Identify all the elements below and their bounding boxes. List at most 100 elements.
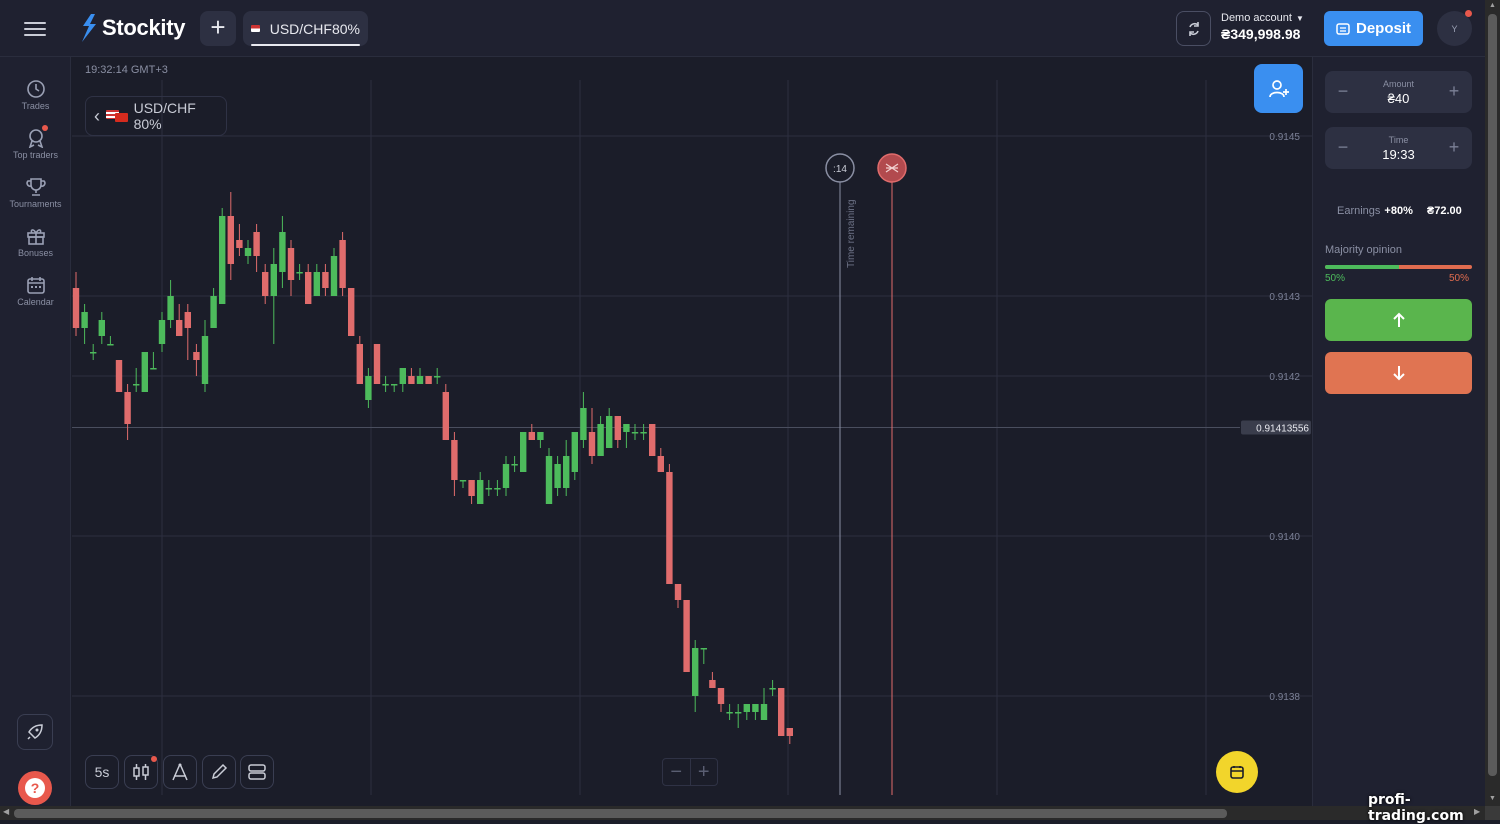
candle-body xyxy=(72,288,80,328)
candle-body xyxy=(468,480,475,496)
sidebar-item-label: Bonuses xyxy=(17,248,54,258)
scrollbar-corner xyxy=(1485,806,1500,820)
candle-body xyxy=(597,424,604,456)
chart-type-button[interactable] xyxy=(124,755,158,789)
watermark-text: profi-trading.com xyxy=(1368,792,1464,824)
avatar[interactable]: Y xyxy=(1437,11,1472,46)
logo[interactable]: Stockity xyxy=(80,14,185,42)
candle-body xyxy=(141,352,148,392)
horizontal-scroll-thumb[interactable] xyxy=(14,809,1227,818)
time-field[interactable]: − Time 19:33 + xyxy=(1325,127,1472,169)
account-switch-button[interactable] xyxy=(1176,11,1211,46)
logo-bolt-icon xyxy=(82,14,96,42)
candle-body xyxy=(434,376,441,378)
majority-label: Majority opinion xyxy=(1325,244,1403,256)
sidebar-item-top-traders[interactable]: Top traders xyxy=(0,128,71,160)
candle-body xyxy=(348,288,355,336)
sidebar-item-label: Top traders xyxy=(12,150,59,160)
price-chart[interactable]: 0.9145 0.9143 0.9142 0.9140 0.9138 0.91413556… xyxy=(72,57,1312,807)
candle-body xyxy=(477,480,484,504)
account-label: Demo account xyxy=(1221,12,1292,24)
zoom-out-button[interactable]: − xyxy=(670,760,683,783)
sidebar-item-calendar[interactable]: Calendar xyxy=(0,275,71,307)
vertical-scrollbar[interactable]: ▲ ▼ xyxy=(1485,0,1500,808)
amount-field[interactable]: − Amount ₴40 + xyxy=(1325,71,1472,113)
candle-body xyxy=(244,248,252,256)
candle-body xyxy=(90,352,97,354)
candle-body xyxy=(649,424,656,456)
trade-panel xyxy=(1312,57,1485,807)
chart-timestamp: 19:32:14 GMT+3 xyxy=(85,64,168,76)
candle-body xyxy=(305,272,312,304)
zoom-control: − + xyxy=(662,758,718,786)
deposit-button[interactable]: Deposit xyxy=(1324,11,1423,46)
amount-label: Amount xyxy=(1382,79,1415,89)
indicators-button[interactable] xyxy=(163,755,197,789)
horizontal-scrollbar[interactable]: ◀ ▶ xyxy=(0,806,1485,820)
candle-body xyxy=(511,464,518,466)
candle-body xyxy=(502,464,510,488)
timeframe-button[interactable]: 5s xyxy=(85,755,119,789)
rocket-button[interactable] xyxy=(17,714,53,750)
time-minus-button[interactable]: − xyxy=(1337,137,1349,157)
candle-body xyxy=(227,216,234,264)
candle-body xyxy=(236,240,243,248)
scroll-right-icon[interactable]: ▶ xyxy=(1474,807,1481,816)
zoom-in-button[interactable]: + xyxy=(689,759,718,785)
finish-flag-icon xyxy=(885,163,899,173)
candle-body xyxy=(451,440,458,480)
amount-value[interactable]: ₴40 xyxy=(1387,91,1410,106)
sidebar-item-bonuses[interactable]: Bonuses xyxy=(0,226,71,258)
candle-body xyxy=(150,368,157,370)
candle-body xyxy=(700,648,707,650)
candle-body xyxy=(425,376,432,384)
sidebar-item-tournaments[interactable]: Tournaments xyxy=(0,177,71,209)
candle-body xyxy=(717,688,725,704)
asset-chip-label: USD/CHF 80% xyxy=(133,100,196,132)
candle-body xyxy=(769,688,776,690)
candle-body xyxy=(391,384,398,386)
sidebar-item-trades[interactable]: Trades xyxy=(0,79,71,111)
calendar-icon xyxy=(1230,766,1244,779)
scroll-up-icon[interactable]: ▲ xyxy=(1489,2,1496,9)
add-asset-button[interactable]: + xyxy=(200,11,236,46)
scroll-down-icon[interactable]: ▼ xyxy=(1489,795,1496,802)
amount-minus-button[interactable]: − xyxy=(1337,81,1349,101)
menu-icon[interactable] xyxy=(24,18,46,38)
candle-body xyxy=(167,296,174,320)
drawing-button[interactable] xyxy=(202,755,236,789)
scroll-left-icon[interactable]: ◀ xyxy=(3,807,10,816)
sell-down-button[interactable] xyxy=(1325,352,1472,394)
candle-body xyxy=(313,272,320,296)
candle-body xyxy=(614,416,621,440)
asset-tab-payout: 80% xyxy=(331,20,360,37)
amount-plus-button[interactable]: + xyxy=(1448,81,1460,101)
earnings-label: Earnings xyxy=(1337,205,1381,217)
calendar-fab-button[interactable] xyxy=(1216,751,1258,793)
layout-button[interactable] xyxy=(240,755,274,789)
help-button[interactable]: ? xyxy=(18,771,52,805)
asset-chip[interactable]: ‹ USD/CHF 80% xyxy=(85,96,227,136)
vertical-scroll-thumb[interactable] xyxy=(1488,14,1497,776)
timer-circle xyxy=(825,153,855,183)
time-plus-button[interactable]: + xyxy=(1448,137,1460,157)
candle-body xyxy=(193,352,200,360)
invite-friend-button[interactable] xyxy=(1254,64,1303,113)
candle-body xyxy=(709,680,716,688)
asset-tab[interactable]: USD/CHF 80% xyxy=(243,11,368,46)
buy-up-button[interactable] xyxy=(1325,299,1472,341)
earnings-percent: +80% xyxy=(1384,205,1413,217)
asset-tab-symbol: USD/CHF xyxy=(269,20,332,37)
candle-body xyxy=(459,480,467,482)
notification-dot xyxy=(1465,10,1472,17)
candle-body xyxy=(571,432,578,472)
account-selector[interactable]: Demo account ▼ ₴349,998.98 xyxy=(1221,12,1304,42)
majority-bar xyxy=(1325,265,1472,269)
time-remaining-label: Time remaining xyxy=(846,199,857,268)
swap-icon xyxy=(1188,21,1199,36)
candle-body xyxy=(210,296,217,328)
candle-body xyxy=(537,432,544,440)
candle-body xyxy=(580,408,587,440)
candle-body xyxy=(339,240,346,288)
time-value[interactable]: 19:33 xyxy=(1382,147,1415,162)
